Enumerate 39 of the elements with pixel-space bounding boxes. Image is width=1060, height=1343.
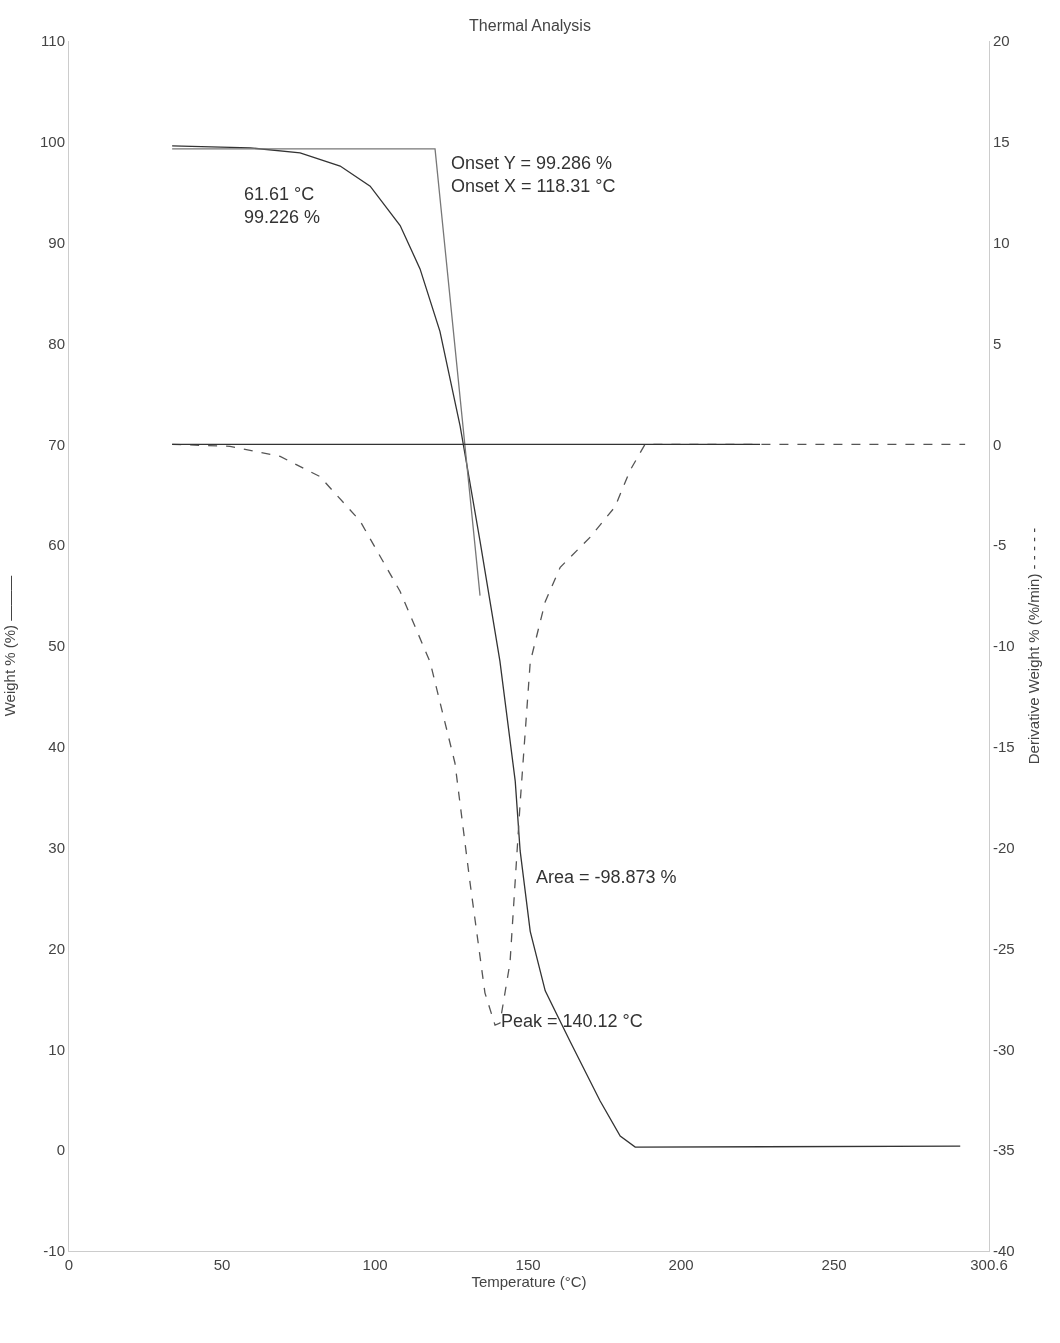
y2-tick-label: 20 bbox=[993, 32, 1010, 50]
y-tick-label: 30 bbox=[48, 838, 65, 856]
line-series bbox=[171, 145, 961, 1148]
y2-tick-label: -25 bbox=[993, 939, 1015, 957]
y-tick-label: 40 bbox=[48, 738, 65, 756]
y2-tick-label: 0 bbox=[993, 435, 1002, 453]
y-tick-label: 0 bbox=[56, 1141, 65, 1159]
y2-tick-label: 5 bbox=[993, 334, 1002, 352]
x-tick-label: 100 bbox=[362, 1256, 388, 1273]
y-tick-label: 70 bbox=[48, 435, 65, 453]
y2-tick-label: 10 bbox=[993, 233, 1010, 251]
y-tick-label: 10 bbox=[48, 1040, 65, 1058]
annotation: Onset Y = 99.286 % Onset X = 118.31 °C bbox=[451, 153, 616, 197]
x-tick-label: 50 bbox=[213, 1256, 231, 1273]
x-tick-label: 150 bbox=[515, 1256, 541, 1273]
y-tick-label: 80 bbox=[48, 334, 65, 352]
x-tick-label: 200 bbox=[668, 1256, 694, 1273]
y-tick-label: -10 bbox=[43, 1242, 65, 1260]
chart-title: Thermal Analysis bbox=[469, 17, 591, 35]
y-tick-label: 100 bbox=[39, 133, 65, 151]
y-tick-label: 110 bbox=[41, 32, 65, 50]
annotation: Peak = 140.12 °C bbox=[501, 1011, 643, 1031]
y2-tick-label: 15 bbox=[993, 133, 1010, 151]
y-axis-title: Weight % (%) ——— bbox=[1, 575, 19, 717]
annotation: Area = -98.873 % bbox=[536, 867, 677, 887]
annotation: 61.61 °C 99.226 % bbox=[244, 184, 321, 228]
y-tick-label: 60 bbox=[48, 536, 65, 554]
y2-axis-title: Derivative Weight % (%/min) - - - - - bbox=[1024, 527, 1042, 765]
x-axis-title: Temperature (°C) bbox=[471, 1273, 587, 1290]
y2-tick-label: -20 bbox=[993, 838, 1015, 856]
y2-tick-label: -5 bbox=[993, 536, 1007, 554]
x-tick-label: 250 bbox=[821, 1256, 847, 1273]
y2-tick-label: -30 bbox=[993, 1040, 1015, 1058]
y2-tick-label: -15 bbox=[993, 738, 1015, 756]
y2-tick-label: -10 bbox=[993, 637, 1015, 655]
y-tick-label: 50 bbox=[48, 637, 65, 655]
y2-tick-label: -35 bbox=[993, 1141, 1015, 1159]
y-tick-label: 90 bbox=[48, 233, 65, 251]
y-tick-label: 20 bbox=[48, 939, 65, 957]
